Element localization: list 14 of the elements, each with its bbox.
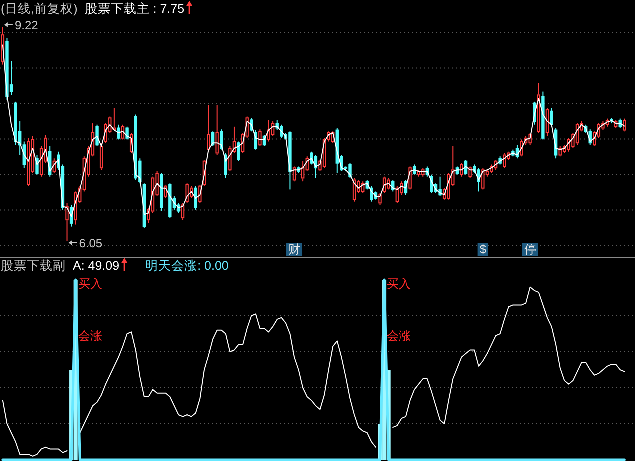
annotation: 6.05 (79, 236, 103, 250)
annotation: 买入 (78, 277, 102, 291)
annotation: 会涨 (78, 329, 102, 343)
series-name: A: 49.09 (73, 259, 120, 273)
x-tick-label: 财 (286, 242, 302, 256)
annotation: 会涨 (387, 329, 412, 343)
series-name: 股票下载主 : 7.75 (84, 2, 185, 16)
annotation: 9.22 (14, 18, 38, 32)
title: (日线,前复权) (1, 2, 78, 16)
series-name: 明天会涨: 0.00 (146, 259, 229, 273)
annotation: 买入 (387, 277, 412, 291)
x-tick-label: 停 (522, 242, 538, 256)
title: 股票下载副 (1, 259, 66, 273)
x-tick-label: $ (478, 242, 488, 256)
